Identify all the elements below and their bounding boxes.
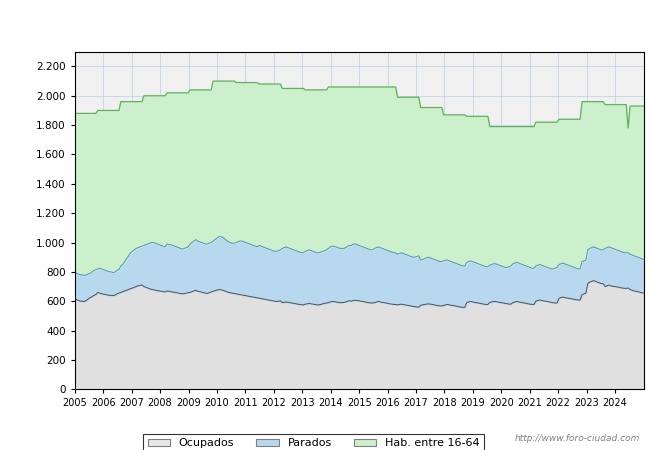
Text: http://www.foro-ciudad.com: http://www.foro-ciudad.com [515,434,640,443]
Legend: Ocupados, Parados, Hab. entre 16-64: Ocupados, Parados, Hab. entre 16-64 [143,434,484,450]
Text: Cebreros - Evolucion de la poblacion en edad de Trabajar Septiembre de 2024: Cebreros - Evolucion de la poblacion en … [51,17,599,30]
